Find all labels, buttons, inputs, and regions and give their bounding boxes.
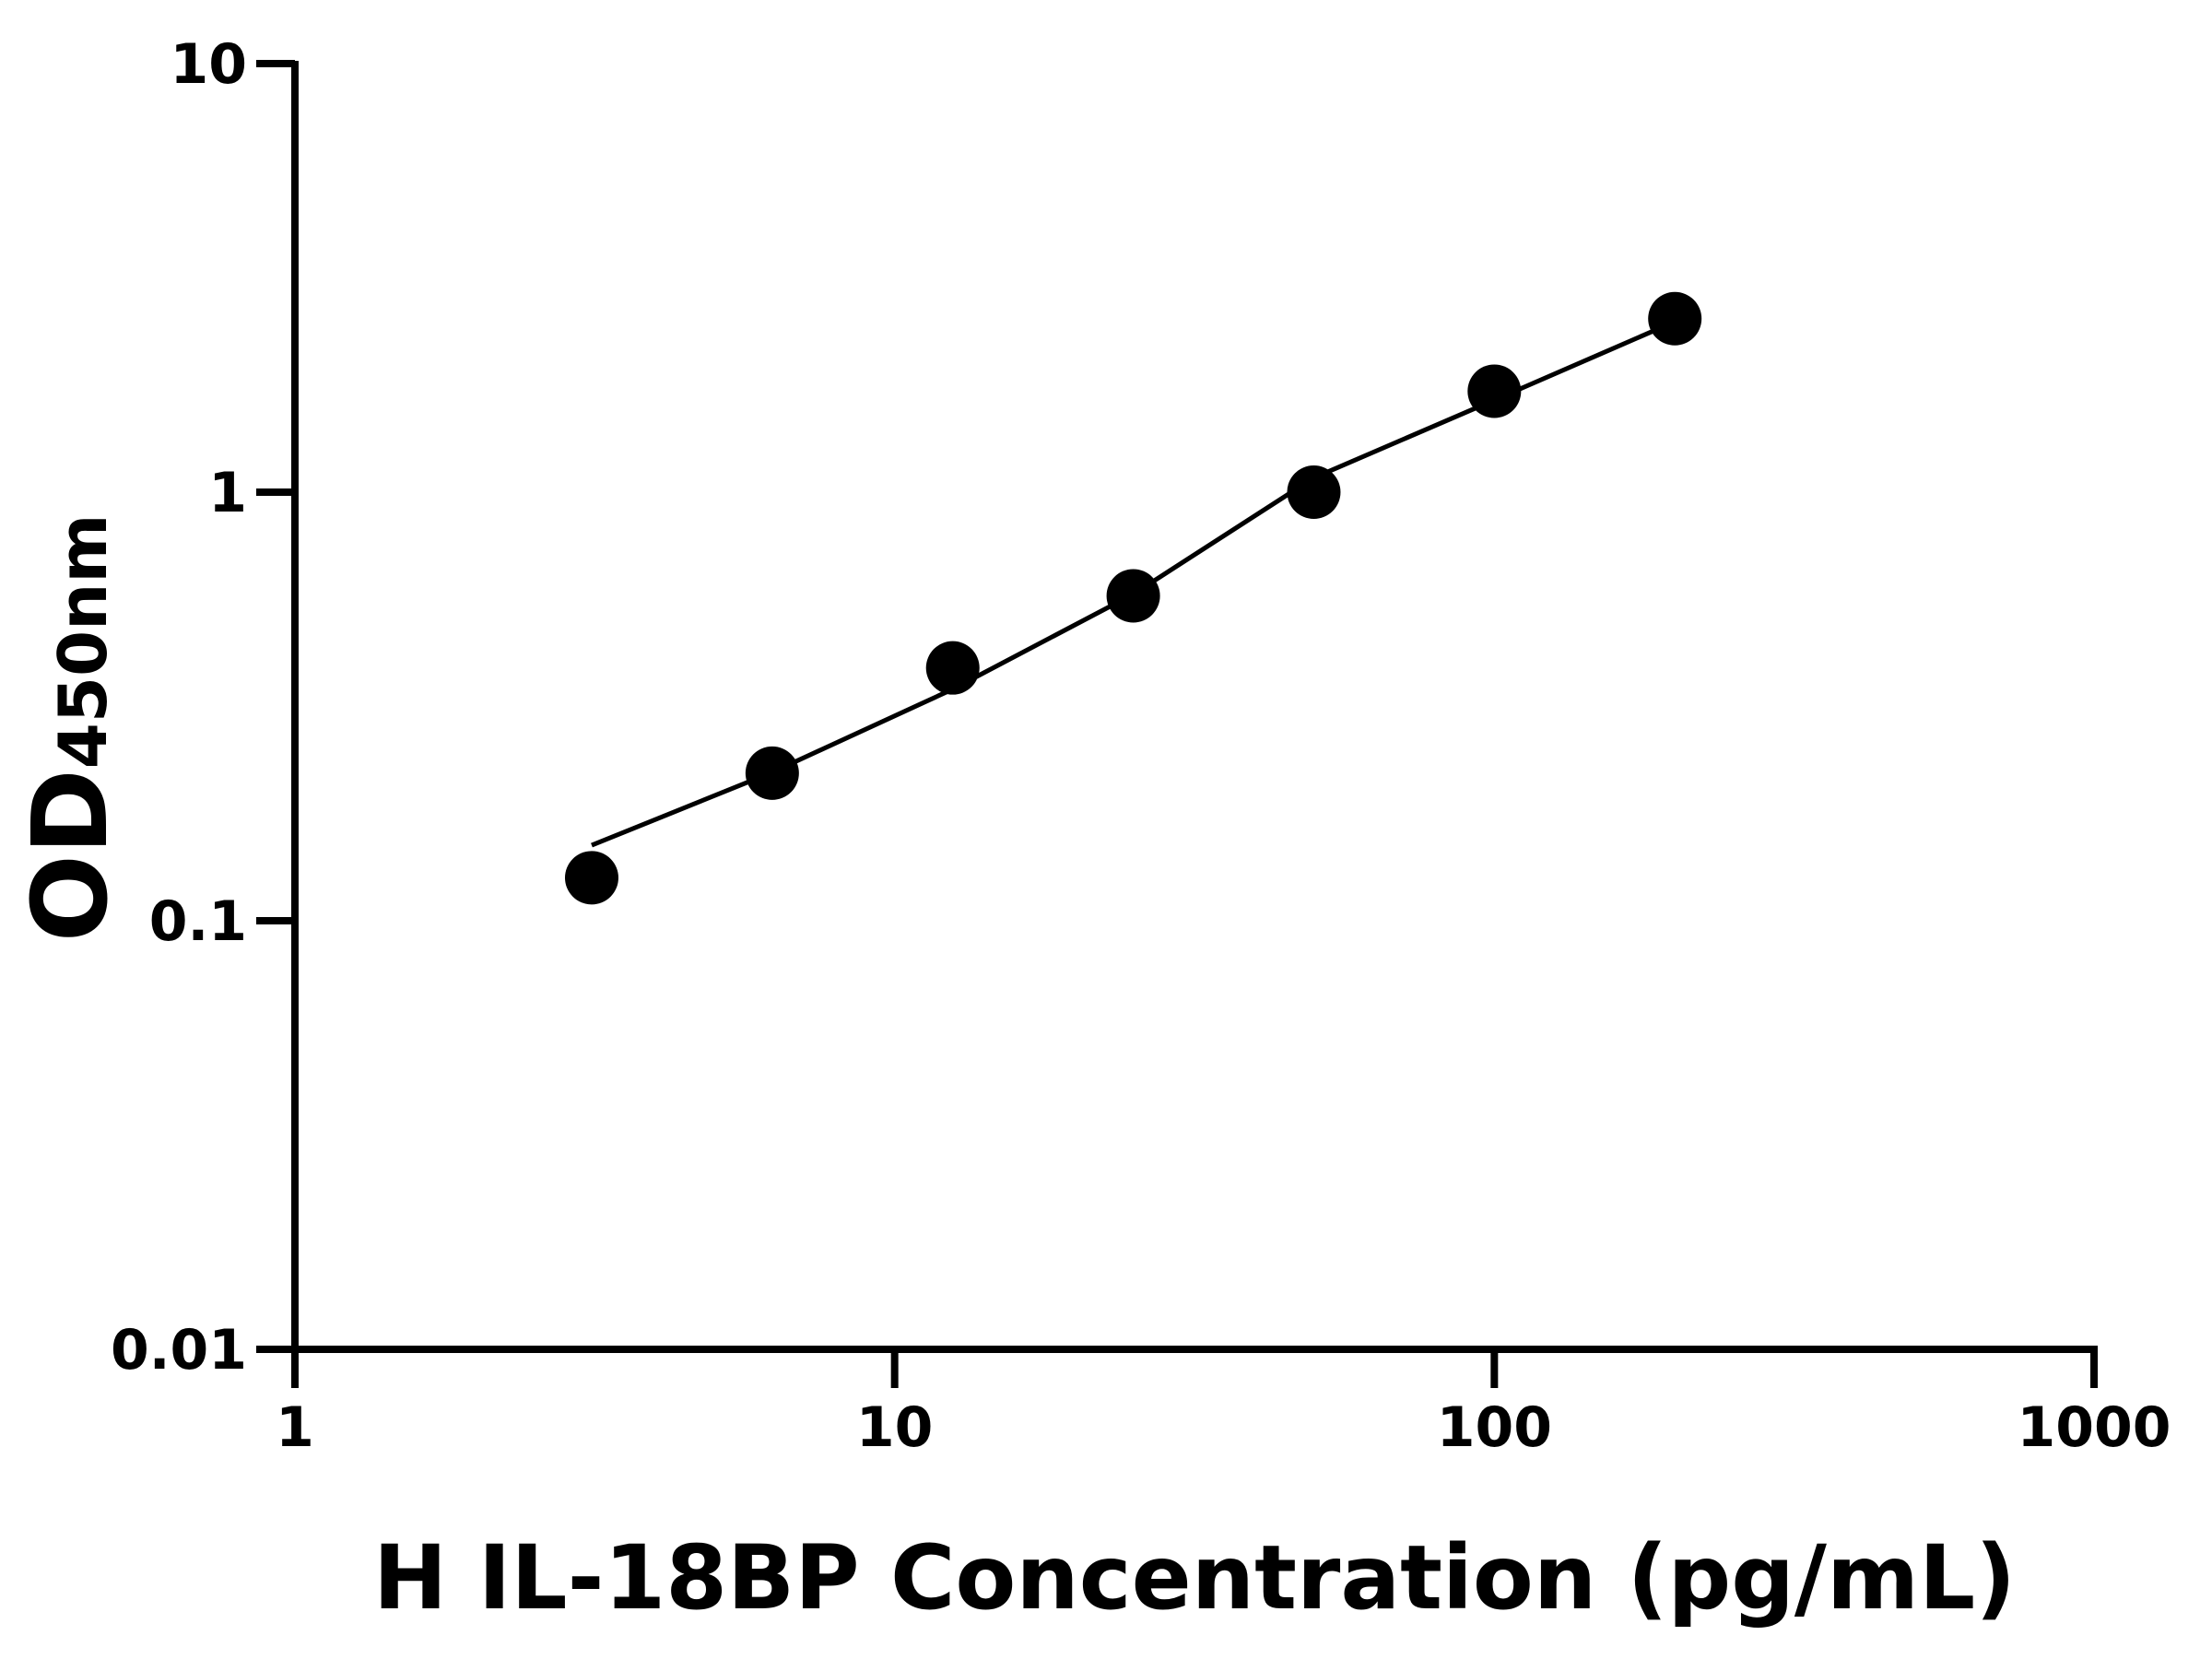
y-axis-label-main: OD: [11, 769, 131, 942]
y-tick-label: 0.1: [149, 889, 247, 954]
data-point: [1287, 465, 1341, 519]
x-tick-label: 1: [276, 1395, 314, 1460]
y-axis-label-sub: 450nm: [44, 514, 122, 770]
y-tick-label: 0.01: [111, 1318, 247, 1382]
x-tick-label: 10: [856, 1395, 934, 1460]
x-axis-label: H IL-18BP Concentration (pg/mL): [373, 1526, 2016, 1630]
fit-line: [591, 319, 1677, 848]
x-tick-label: 100: [1437, 1395, 1552, 1460]
y-tick-label: 10: [171, 32, 248, 97]
y-tick-label: 1: [208, 461, 247, 525]
data-point: [1648, 291, 1702, 346]
x-tick-label: 1000: [2018, 1395, 2171, 1460]
data-point: [564, 851, 618, 905]
y-axis-label: OD450nm: [11, 514, 131, 943]
